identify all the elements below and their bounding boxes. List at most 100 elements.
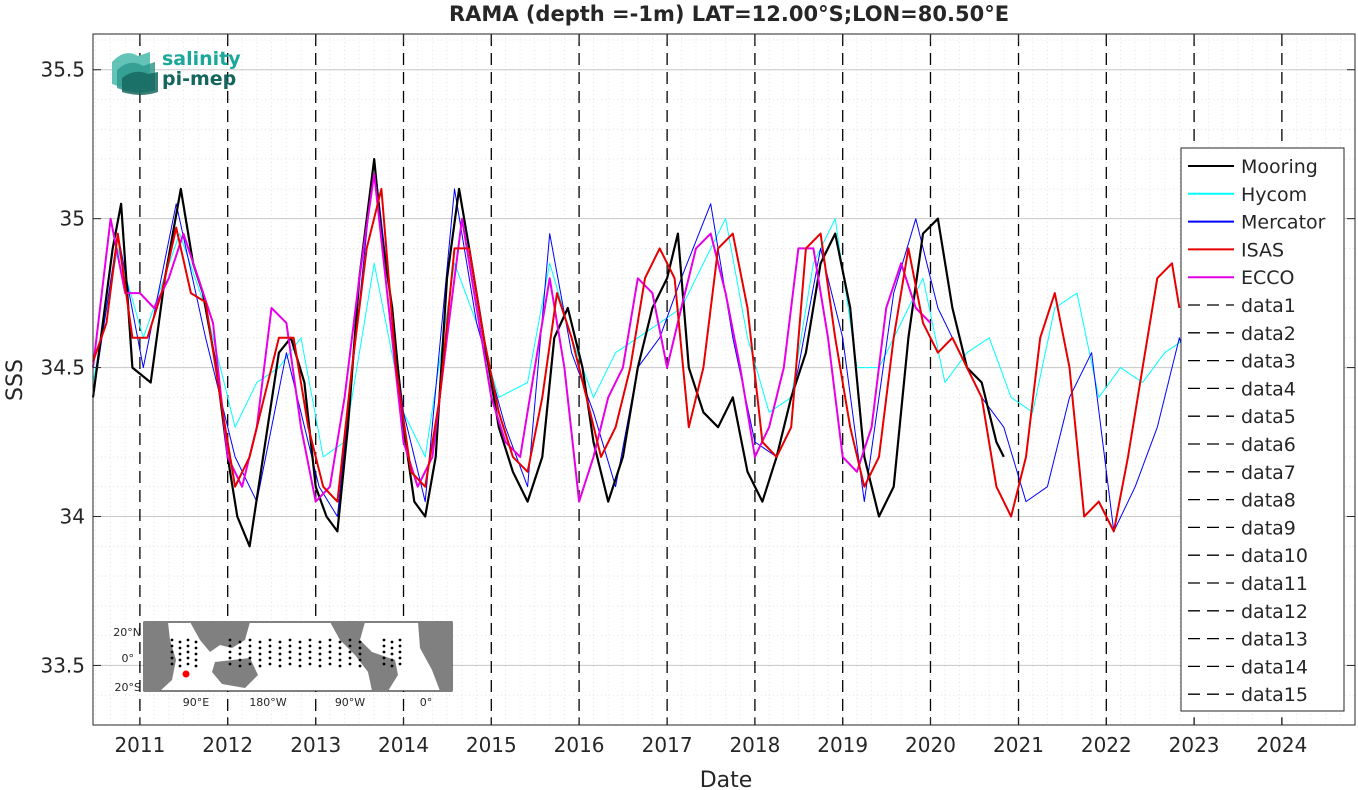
inset-mooring-dot xyxy=(390,640,394,644)
inset-land-africa xyxy=(144,622,176,691)
legend-label: data7 xyxy=(1241,462,1296,484)
inset-mooring-dot xyxy=(228,650,232,654)
inset-mooring-dot xyxy=(178,652,182,656)
inset-mooring-dot xyxy=(298,664,302,668)
x-tick-label: 2015 xyxy=(466,733,517,757)
inset-mooring-dot xyxy=(178,658,182,662)
inset-mooring-dot xyxy=(194,658,198,662)
inset-mooring-dot xyxy=(398,662,402,666)
inset-mooring-dot xyxy=(278,664,282,668)
inset-mooring-dot xyxy=(298,646,302,650)
inset-mooring-dot xyxy=(328,644,332,648)
grid xyxy=(93,34,1355,726)
inset-mooring-dot xyxy=(238,658,242,662)
inset-mooring-dot xyxy=(308,656,312,660)
selected-mooring-marker xyxy=(182,670,190,678)
inset-mooring-dot xyxy=(298,640,302,644)
inset-mooring-dot xyxy=(258,646,262,650)
inset-mooring-dot xyxy=(178,664,182,668)
legend-label: Mercator xyxy=(1241,212,1326,234)
inset-map-frame xyxy=(143,621,453,692)
inset-mooring-dot xyxy=(338,646,342,650)
inset-mooring-dot xyxy=(318,640,322,644)
inset-mooring-dot xyxy=(288,662,292,666)
inset-mooring-dot xyxy=(258,664,262,668)
series-line-mercator xyxy=(92,158,1334,532)
inset-mooring-dot xyxy=(238,652,242,656)
legend-label: data5 xyxy=(1241,406,1296,428)
inset-mooring-dot xyxy=(318,646,322,650)
inset-mooring-dot xyxy=(390,658,394,662)
logo-text-salinity: salinity xyxy=(162,48,241,70)
series-line-mooring xyxy=(91,158,1005,548)
x-tick-label: 2022 xyxy=(1081,733,1132,757)
inset-lat-label-20n: 20°N xyxy=(113,626,141,639)
legend-label: data8 xyxy=(1241,490,1296,512)
inset-mooring-dot xyxy=(390,664,394,668)
legend-label: data10 xyxy=(1241,545,1308,567)
inset-mooring-dot xyxy=(248,644,252,648)
inset-mooring-dot xyxy=(358,640,362,644)
inset-mooring-dot xyxy=(328,650,332,654)
inset-land-africa-east xyxy=(418,622,452,691)
x-tick-label: 2013 xyxy=(290,733,341,757)
inset-land-americas xyxy=(330,622,398,691)
inset-mooring-dot xyxy=(288,638,292,642)
legend-label: data4 xyxy=(1241,378,1296,400)
legend: Mooring Hycom Mercator ISAS ECCO data1 data2 da… xyxy=(1180,147,1345,712)
inset-mooring-dot xyxy=(248,662,252,666)
inset-mooring-dot xyxy=(288,644,292,648)
x-tick-label: 2021 xyxy=(993,733,1044,757)
inset-mooring-dot xyxy=(248,656,252,660)
inset-mooring-dot xyxy=(268,638,272,642)
y-axis-ticks: 33.5 34 34.5 35 35.5 xyxy=(40,58,1355,677)
inset-mooring-dot xyxy=(194,652,198,656)
inset-mooring-dot xyxy=(338,652,342,656)
inset-mooring-dot xyxy=(358,658,362,662)
legend-label: data15 xyxy=(1241,684,1308,706)
inset-mooring-dot xyxy=(268,662,272,666)
legend-entries: Mooring Hycom Mercator ISAS ECCO data1 data2 da… xyxy=(1188,156,1326,706)
series-lines xyxy=(91,158,1334,548)
inset-mooring-dot xyxy=(194,640,198,644)
inset-mooring-dot xyxy=(308,650,312,654)
inset-mooring-dot xyxy=(170,638,174,642)
x-axis-label: Date xyxy=(700,768,753,790)
y-axis-label: SSS xyxy=(3,359,28,401)
inset-mooring-dot xyxy=(278,646,282,650)
inset-mooring-dot xyxy=(228,638,232,642)
inset-mooring-dot xyxy=(308,638,312,642)
x-tick-label: 2023 xyxy=(1169,733,1220,757)
inset-mooring-dot xyxy=(348,662,352,666)
logo-waves-icon xyxy=(112,52,158,95)
x-tick-label: 2011 xyxy=(114,733,165,757)
x-tick-label: 2020 xyxy=(905,733,956,757)
series-line-isas xyxy=(92,187,1181,533)
inset-lon-label-90w: 90°W xyxy=(335,696,365,709)
inset-mooring-dot xyxy=(288,656,292,660)
inset-mooring-dot xyxy=(288,650,292,654)
inset-mooring-dot xyxy=(228,662,232,666)
inset-mooring-dot xyxy=(382,644,386,648)
inset-mooring-dot xyxy=(382,650,386,654)
legend-label: ECCO xyxy=(1241,267,1295,289)
inset-mooring-dot xyxy=(338,658,342,662)
inset-lat-label-0: 0° xyxy=(122,652,135,665)
inset-mooring-dot xyxy=(238,640,242,644)
legend-label: data9 xyxy=(1241,517,1296,539)
inset-mooring-dot xyxy=(170,662,174,666)
inset-mooring-dot xyxy=(398,638,402,642)
inset-mooring-dot xyxy=(298,652,302,656)
inset-mooring-dot xyxy=(348,650,352,654)
inset-mooring-dot xyxy=(308,662,312,666)
logo-text-pi-mep: pi-mep xyxy=(162,68,236,90)
inset-mooring-dot xyxy=(318,664,322,668)
chart-title: RAMA (depth =-1m) LAT=12.00°S;LON=80.50°… xyxy=(449,2,1009,26)
plot-frame xyxy=(92,33,1356,726)
inset-mooring-dot xyxy=(258,658,262,662)
inset-map: 20°N 0° 20°S 90°E 180°W 90°W 0° xyxy=(113,621,453,709)
inset-mooring-dot xyxy=(194,664,198,668)
inset-mooring-dot xyxy=(268,644,272,648)
inset-mooring-dot xyxy=(238,664,242,668)
inset-land-asia xyxy=(190,622,250,652)
